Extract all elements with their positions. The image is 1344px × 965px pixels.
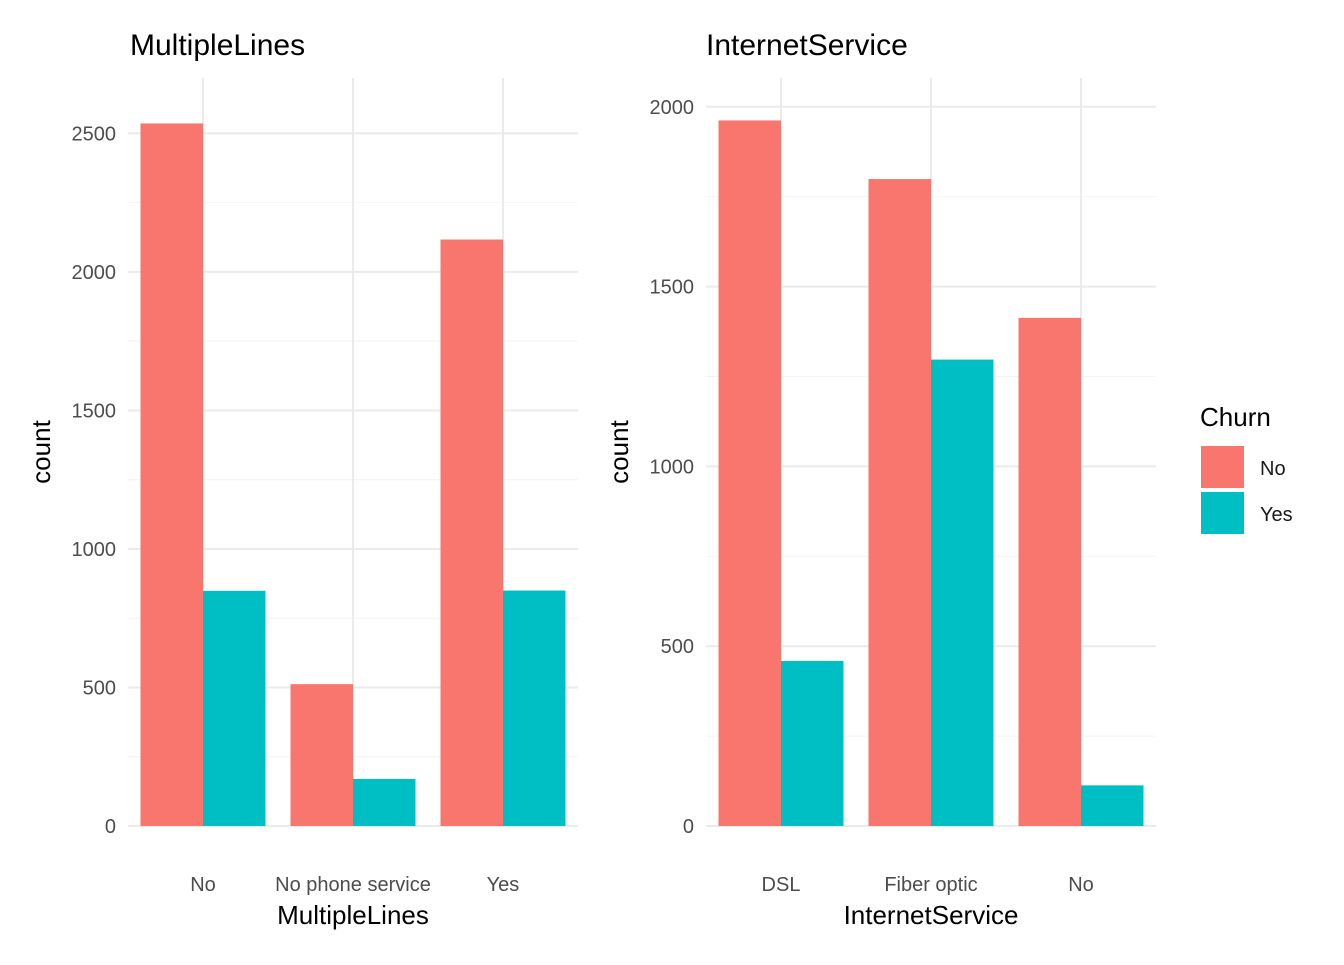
legend-swatch-no [1201, 446, 1244, 488]
legend-label-no: No [1260, 458, 1286, 480]
bar-dsl-yes [781, 660, 844, 826]
x-axis-title: InternetService [844, 900, 1019, 930]
panel-internetservice: 0 500 1000 1500 2000 DSL Fiber optic No Internet… [604, 29, 1156, 930]
chart-title: MultipleLines [130, 29, 305, 62]
y-tick-label: 1500 [650, 277, 695, 299]
y-tick-label: 2500 [72, 123, 117, 145]
panel-multiplelines: 0 500 1000 1500 2000 2500 No No phone service Ye… [26, 29, 578, 930]
x-axis-title: MultipleLines [277, 900, 429, 930]
y-tick-label: 1500 [72, 400, 117, 422]
x-tick-label: No phone service [275, 874, 431, 896]
bar-fiber-optic-yes [931, 359, 994, 826]
bar-no-phone-service-no [290, 684, 353, 826]
bar-dsl-no [718, 120, 781, 826]
bar-no-yes [203, 590, 266, 826]
bar-yes-yes [503, 590, 566, 826]
legend-swatch-yes [1201, 492, 1244, 534]
x-tick-label: No [190, 874, 216, 896]
y-tick-label: 0 [683, 816, 694, 838]
chart-title: InternetService [706, 29, 908, 62]
y-axis-title: count [26, 419, 56, 483]
bar-no-no [140, 123, 203, 826]
bar-yes-no [440, 239, 503, 827]
legend-label-yes: Yes [1260, 504, 1293, 526]
x-tick-label: Yes [487, 874, 520, 896]
legend-title: Churn [1200, 402, 1271, 432]
y-tick-label: 1000 [650, 456, 695, 478]
bar-no-no [1018, 317, 1081, 826]
bar-no-yes [1081, 785, 1144, 826]
y-tick-label: 1000 [72, 539, 117, 561]
y-axis-title: count [604, 419, 634, 483]
bar-no-phone-service-yes [353, 778, 416, 826]
y-tick-label: 500 [661, 636, 694, 658]
y-tick-label: 2000 [72, 262, 117, 284]
legend: Churn No Yes [1200, 402, 1293, 534]
y-tick-label: 2000 [650, 97, 695, 119]
x-tick-label: No [1068, 874, 1094, 896]
x-tick-label: Fiber optic [884, 874, 977, 896]
x-tick-label: DSL [762, 874, 801, 896]
bar-fiber-optic-no [868, 179, 931, 826]
y-tick-label: 500 [83, 677, 116, 699]
y-tick-label: 0 [105, 816, 116, 838]
